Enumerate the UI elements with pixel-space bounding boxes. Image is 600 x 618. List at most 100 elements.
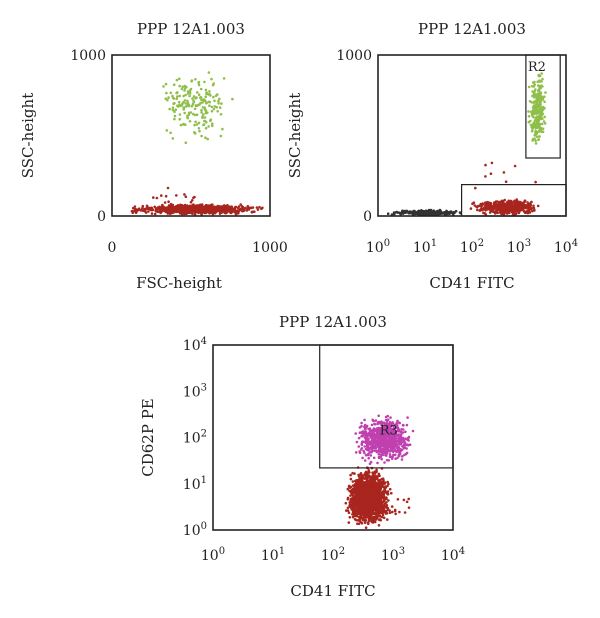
data-point [154, 209, 158, 213]
data-point [379, 478, 382, 482]
data-point [386, 480, 390, 484]
data-point [385, 452, 388, 456]
data-point [490, 209, 494, 213]
data-point [402, 440, 406, 443]
data-point [197, 81, 200, 85]
data-point [514, 204, 517, 207]
data-point [384, 445, 388, 449]
data-point [217, 99, 220, 103]
data-point [348, 502, 352, 506]
data-point [482, 211, 485, 215]
data-point [185, 85, 188, 89]
data-point [191, 212, 194, 216]
y-axis-label-1: SSC-height [19, 93, 37, 178]
data-point [182, 94, 185, 98]
data-point [403, 453, 406, 457]
plot-frame-1 [111, 54, 271, 217]
data-point [364, 480, 368, 484]
data-point [375, 505, 378, 509]
data-point [514, 212, 518, 215]
data-point [199, 209, 202, 212]
data-point [398, 421, 402, 425]
data-point [218, 106, 222, 109]
data-point [180, 87, 184, 91]
data-point [488, 211, 492, 214]
data-point [398, 211, 401, 215]
data-point [375, 468, 378, 472]
data-point [380, 508, 383, 511]
data-point [429, 208, 433, 212]
data-point [527, 208, 531, 211]
data-point [193, 211, 197, 214]
points-2 [386, 72, 547, 217]
data-point [173, 114, 177, 118]
data-point [381, 485, 384, 488]
data-point [195, 96, 198, 99]
data-point [378, 455, 382, 459]
data-point [382, 498, 386, 501]
data-point [186, 101, 190, 105]
data-point [374, 476, 378, 480]
data-point [207, 71, 211, 74]
data-point [171, 137, 175, 140]
data-point [152, 196, 155, 199]
data-point [375, 450, 378, 453]
data-point [225, 207, 229, 211]
data-point [190, 104, 194, 108]
data-point [362, 504, 365, 507]
data-point [357, 495, 360, 498]
data-point [541, 105, 545, 109]
data-point [370, 506, 373, 510]
data-point [371, 443, 375, 446]
data-point [159, 211, 162, 215]
data-point [534, 106, 537, 109]
data-point [530, 206, 534, 210]
data-point [390, 505, 394, 508]
data-point [210, 124, 214, 128]
data-point [200, 212, 203, 216]
data-point [359, 476, 362, 479]
data-point [214, 206, 218, 210]
data-point [245, 209, 249, 212]
x-tick-label: 102 [460, 238, 484, 256]
data-point [175, 208, 179, 212]
data-point [213, 99, 216, 103]
data-point [369, 475, 372, 479]
data-point [211, 122, 214, 125]
data-point [376, 439, 379, 442]
data-point [227, 205, 231, 209]
data-point [230, 205, 233, 208]
data-point [193, 113, 197, 117]
data-point [481, 203, 485, 206]
data-point [486, 200, 489, 204]
data-point [201, 101, 204, 104]
data-point [396, 498, 400, 501]
data-point [154, 207, 158, 210]
data-point [178, 84, 181, 88]
data-point [531, 209, 534, 213]
data-point [352, 500, 356, 504]
data-point [388, 511, 392, 514]
data-point [219, 134, 223, 138]
data-point [164, 208, 167, 212]
data-point [363, 494, 366, 498]
data-point [540, 80, 543, 83]
data-point [162, 85, 165, 88]
data-point [199, 87, 203, 91]
data-point [376, 479, 380, 482]
data-point [527, 110, 530, 113]
data-point [359, 501, 363, 504]
data-point [209, 118, 213, 121]
data-point [378, 491, 381, 494]
y-axis-label-3: CD62P PE [139, 398, 157, 477]
data-point [228, 207, 231, 211]
data-point [384, 440, 387, 444]
data-point [192, 206, 195, 209]
data-point [214, 94, 218, 97]
data-point [381, 496, 384, 499]
data-point [153, 212, 157, 216]
data-point [357, 436, 361, 440]
data-point [361, 512, 365, 516]
data-point [472, 201, 476, 204]
data-point [512, 210, 516, 214]
